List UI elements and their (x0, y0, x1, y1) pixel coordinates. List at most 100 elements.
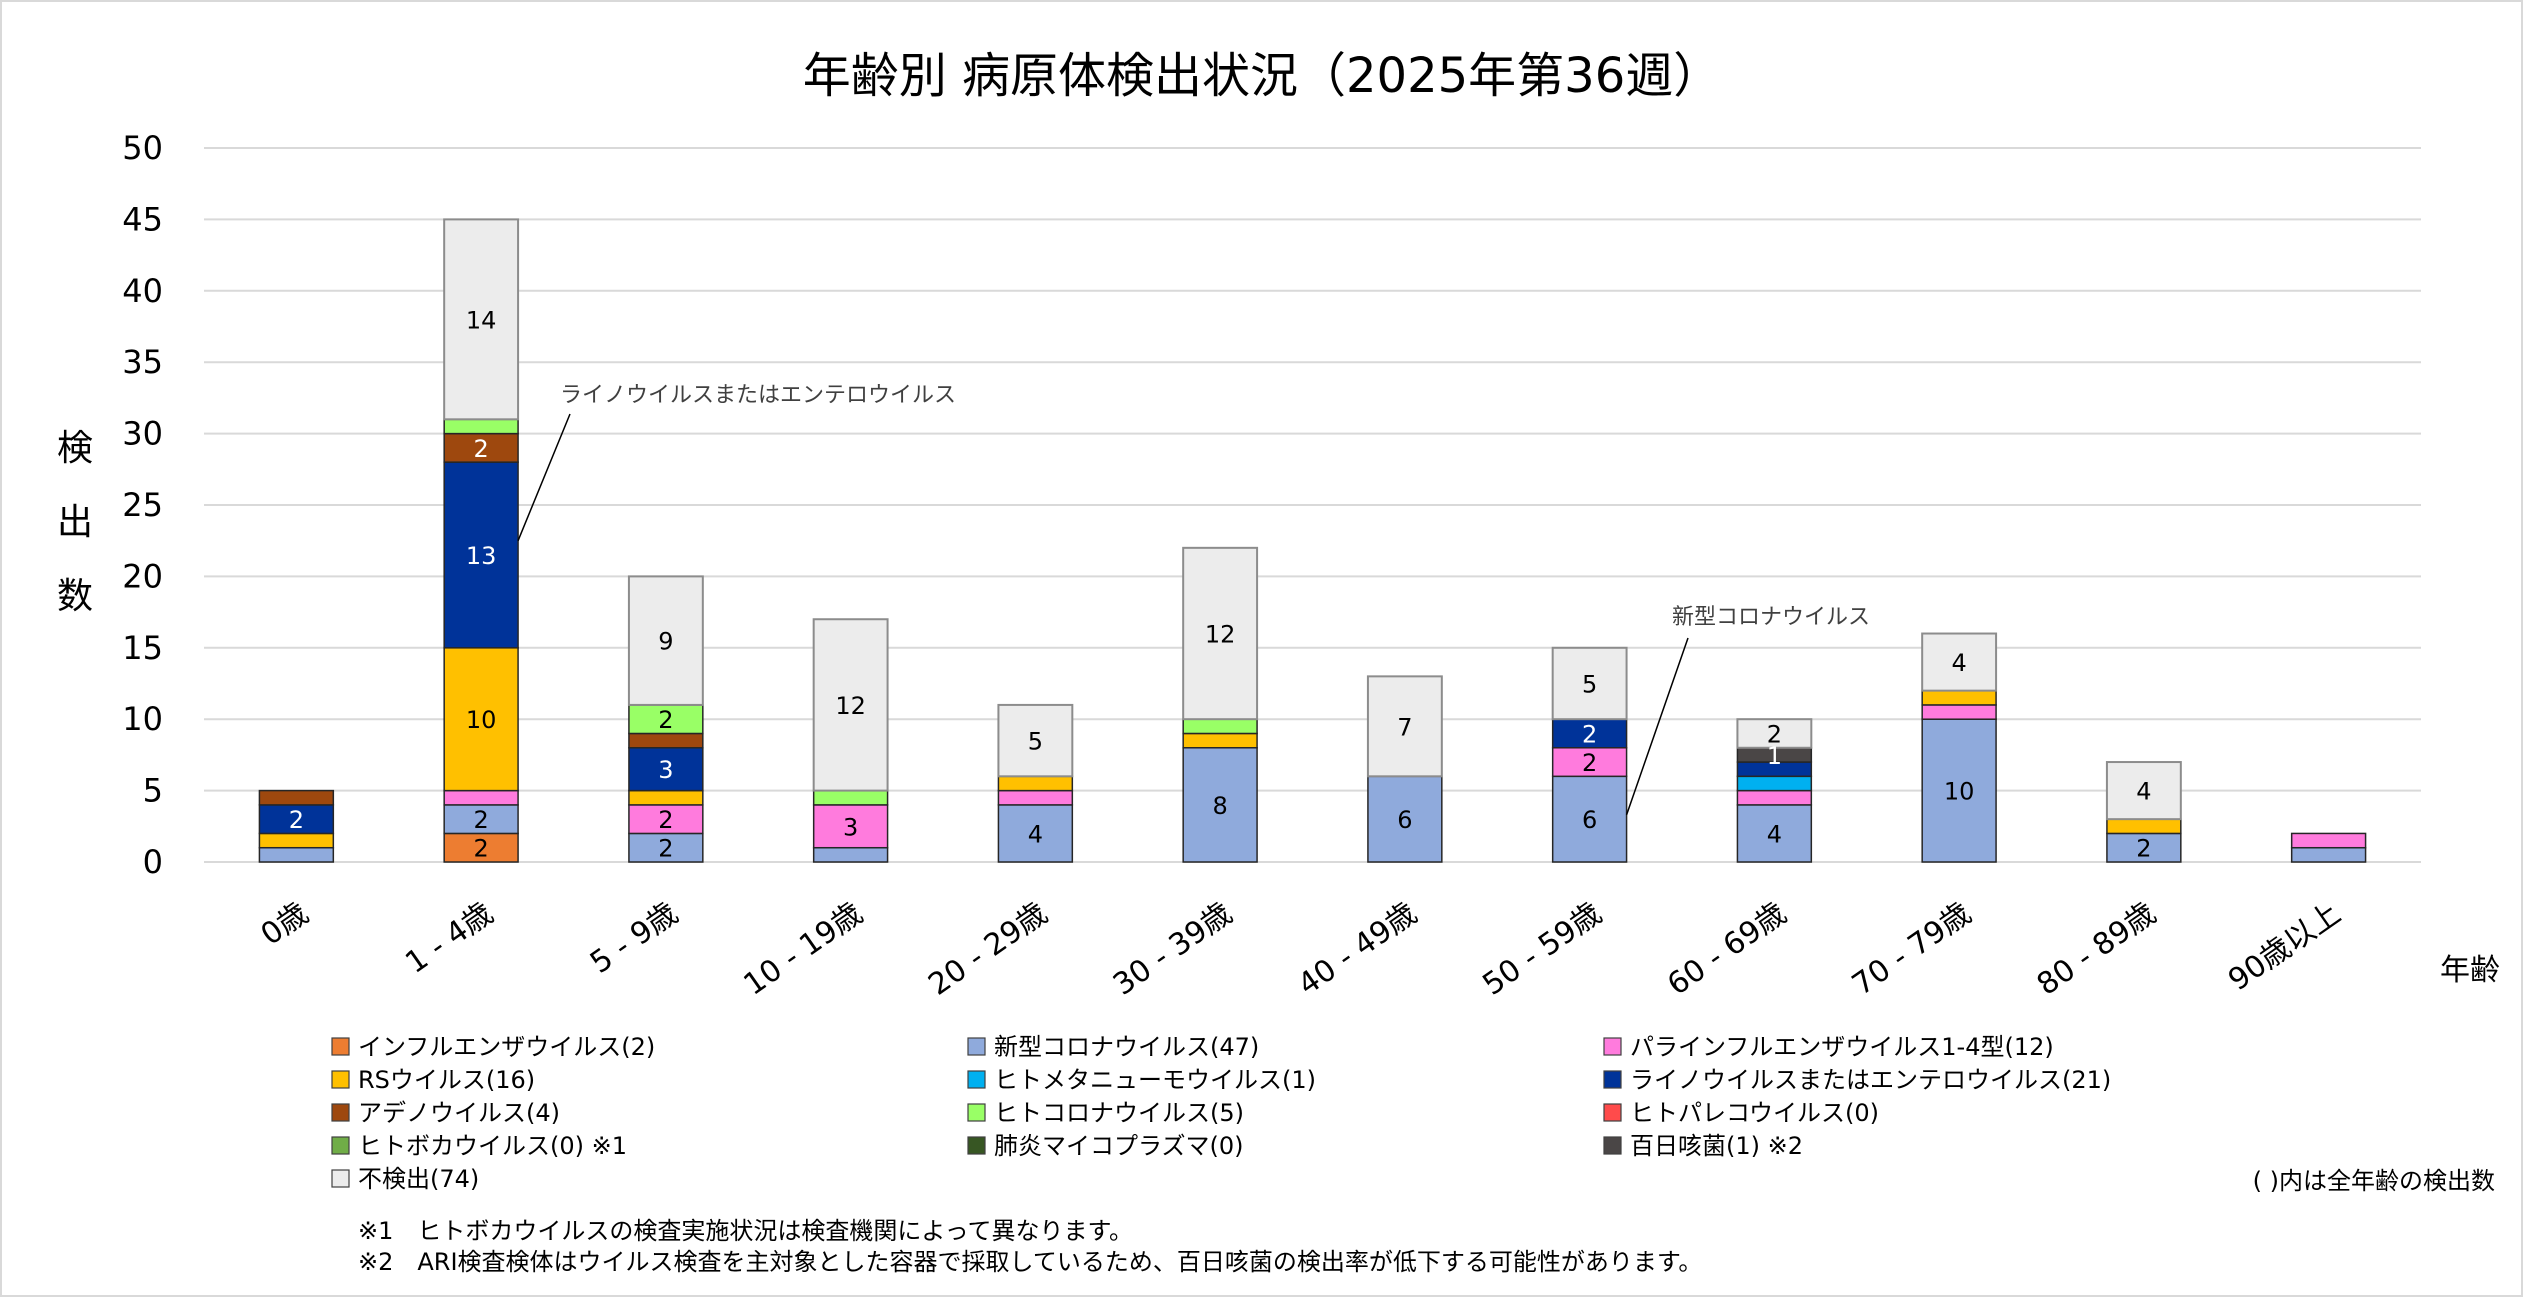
data-label: 10 (466, 706, 497, 734)
y-tick-label: 10 (122, 700, 163, 738)
data-label: 9 (658, 628, 673, 656)
x-tick-label: 20 - 29歳 (922, 896, 1054, 1003)
legend-swatch (1603, 1136, 1622, 1155)
bar-segment (443, 647, 519, 792)
x-tick-label: 40 - 49歳 (1292, 896, 1424, 1003)
data-label: 2 (473, 806, 488, 834)
y-tick-label: 25 (122, 486, 163, 524)
y-axis-title-char: 出 (57, 502, 93, 543)
bar-segment (628, 804, 704, 835)
data-label: 12 (835, 692, 866, 720)
legend-note: ( )内は全年齢の検出数 (2253, 1167, 2495, 1195)
legend-label: 百日咳菌(1) ※2 (1630, 1132, 1803, 1160)
data-label: 6 (1582, 806, 1597, 834)
bar-segment (1182, 747, 1258, 863)
legend-label: ライノウイルスまたはエンテロウイルス(21) (1630, 1066, 2111, 1094)
y-tick-label: 20 (122, 557, 163, 595)
data-label: 1 (1767, 742, 1782, 770)
bar-segment (443, 832, 519, 863)
legend-swatch (967, 1037, 986, 1056)
bar-segment (628, 747, 704, 792)
bar-segment (2106, 818, 2182, 835)
footnote-1: ※1 ヒトボカウイルスの検査実施状況は検査機関によって異なります。 (358, 1217, 1133, 1245)
gridlines (204, 147, 2421, 863)
data-label: 4 (1951, 649, 1966, 677)
bar-segment (1551, 718, 1628, 749)
bars (258, 218, 2367, 863)
legend-label: ヒトパレコウイルス(0) (1630, 1099, 1879, 1127)
data-label: 2 (658, 806, 673, 834)
bar-segment (628, 704, 704, 735)
legend-item: ヒトコロナウイルス(5) (967, 1099, 1244, 1127)
bar-segment (627, 575, 704, 706)
bar-segment (628, 732, 704, 749)
legend: インフルエンザウイルス(2) 新型コロナウイルス(47) パラインフルエンザウイルス… (331, 1033, 2111, 1193)
bar-segment (1366, 675, 1443, 778)
annotation-leader-line (517, 413, 571, 541)
bar-segment (1921, 718, 1997, 863)
legend-item: インフルエンザウイルス(2) (331, 1033, 655, 1061)
x-tick-label: 0歳 (255, 896, 315, 953)
legend-label: 不検出(74) (358, 1165, 479, 1193)
legend-swatch (1603, 1037, 1622, 1056)
data-label: 3 (658, 756, 673, 784)
bar-segment (812, 846, 889, 863)
x-tick-label: 30 - 39歳 (1107, 896, 1239, 1003)
x-tick-label: 10 - 19歳 (738, 896, 870, 1003)
bar-segment (1551, 747, 1628, 778)
y-axis-title-char: 検 (57, 428, 93, 469)
legend-swatch (967, 1070, 986, 1089)
bar-segment (997, 703, 1074, 778)
bar-segment (628, 789, 704, 806)
legend-swatch (1603, 1070, 1622, 1089)
bar-segment (997, 789, 1074, 806)
bar-segment (2290, 832, 2367, 849)
legend-label: パラインフルエンザウイルス1-4型(12) (1630, 1033, 2054, 1061)
legend-label: 新型コロナウイルス(47) (994, 1033, 1259, 1061)
data-label: 8 (1212, 792, 1227, 820)
data-label: 3 (843, 813, 858, 841)
bar-segment (443, 418, 519, 435)
data-label: 2 (1582, 749, 1597, 777)
bar-segment (258, 832, 335, 849)
bar-segment (1736, 804, 1813, 863)
bar-segment (1921, 704, 1997, 720)
data-label: 7 (1397, 713, 1412, 741)
x-axis-ticks: 0歳 1 - 4歳 5 - 9歳 10 - 19歳 20 - 29歳 30 - 39歳 40… (255, 896, 2348, 1003)
bar-segment (1182, 718, 1258, 735)
data-label: 10 (1944, 778, 1975, 806)
data-label: 2 (289, 806, 304, 834)
bar-segment (628, 832, 704, 863)
bar-segment (2290, 846, 2367, 863)
legend-item: 不検出(74) (331, 1165, 479, 1193)
footnote-2: ※2 ARI検査検体はウイルス検査を主対象とした容器で採取しているため、百日咳菌… (358, 1248, 1702, 1276)
data-label: 2 (2136, 835, 2151, 863)
bar-segment (1736, 775, 1813, 792)
bar-segment (258, 846, 335, 863)
legend-swatch (331, 1037, 350, 1056)
x-tick-label: 1 - 4歳 (399, 896, 499, 981)
bar-segment (443, 218, 520, 421)
y-tick-label: 5 (143, 772, 163, 810)
legend-item: ヒトパレコウイルス(0) (1603, 1099, 1879, 1127)
annotation-label: ライノウイルスまたはエンテロウイルス (560, 383, 956, 408)
bar-segment (1182, 732, 1258, 749)
legend-item: パラインフルエンザウイルス1-4型(12) (1603, 1033, 2054, 1061)
y-axis-title: 検出数 (57, 428, 93, 617)
data-label: 2 (473, 435, 488, 463)
legend-label: インフルエンザウイルス(2) (358, 1033, 655, 1061)
bar-segment (1551, 646, 1628, 721)
legend-swatch (331, 1103, 350, 1122)
data-label: 2 (658, 706, 673, 734)
legend-item: ヒトメタニューモウイルス(1) (967, 1066, 1316, 1094)
bar-segment (1736, 789, 1813, 806)
legend-label: RSウイルス(16) (358, 1066, 535, 1094)
x-tick-label: 70 - 79歳 (1846, 896, 1978, 1003)
legend-swatch (967, 1103, 986, 1122)
data-label: 6 (1397, 806, 1412, 834)
y-axis-ticks: 0 5 10 15 20 25 30 35 40 45 50 (122, 129, 163, 881)
x-tick-label: 50 - 59歳 (1477, 896, 1609, 1003)
legend-label: ヒトコロナウイルス(5) (994, 1099, 1244, 1127)
